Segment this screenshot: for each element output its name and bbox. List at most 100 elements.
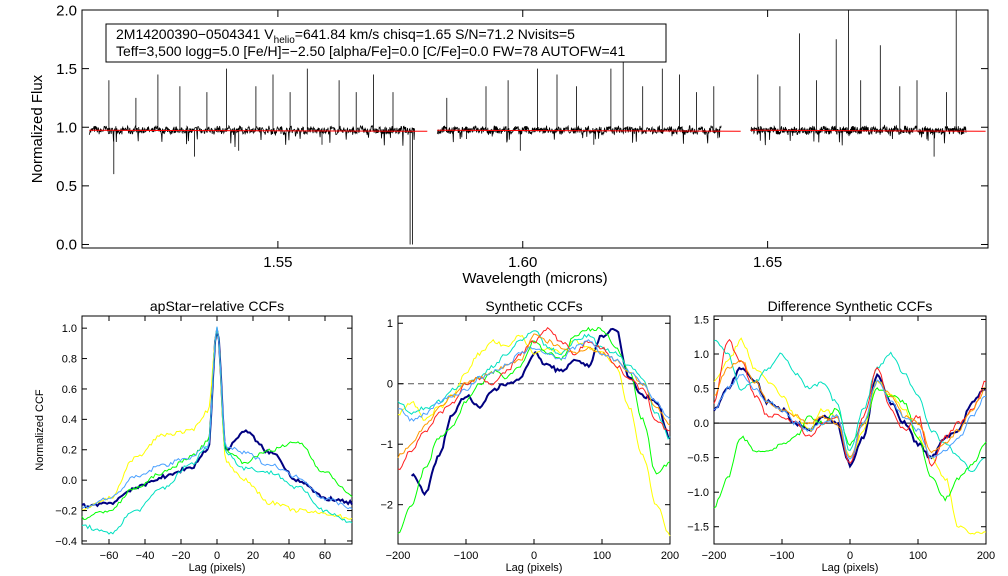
ccf2-x-tick-label: −200 bbox=[386, 550, 411, 562]
ccf2-x-tick-label: −100 bbox=[454, 550, 479, 562]
ccf2-x-axis-label: Lag (pixels) bbox=[506, 562, 563, 574]
ccf1-y-tick-label: 0.8 bbox=[62, 353, 77, 365]
ccf2-series-visit-5 bbox=[397, 326, 671, 471]
ccf1-data bbox=[81, 326, 353, 535]
spectrum-chip-1-flux bbox=[88, 68, 415, 245]
ccf1-series-visit-2 bbox=[81, 327, 353, 520]
ccf3-title: Difference Synthetic CCFs bbox=[768, 298, 933, 314]
ccf2-x-tick-label: 0 bbox=[531, 550, 537, 562]
ccf3-x-tick-label: 200 bbox=[977, 550, 995, 562]
spectrum-y-tick-label: 0.5 bbox=[56, 178, 77, 195]
ccf2-data bbox=[397, 326, 671, 537]
ccf1-y-tick-label: 1.0 bbox=[62, 323, 77, 335]
ccf1-series-visit-4 bbox=[81, 326, 353, 535]
ccf3-y-tick-label: 1.5 bbox=[694, 314, 709, 326]
ccf1-y-tick-label: 0.0 bbox=[62, 475, 77, 487]
ccf3-x-tick-label: −200 bbox=[702, 550, 727, 562]
ccf1-x-tick-label: 0 bbox=[214, 550, 220, 562]
ccf1-y-tick-label: −0.4 bbox=[55, 536, 77, 548]
ccf-panel-synthetic: Synthetic CCFs −200 −100 0 100 200 −2 −1 0 1 Lag… bbox=[380, 298, 679, 574]
ccf1-x-tick-label: 60 bbox=[319, 550, 331, 562]
ccf2-series-visit-7 bbox=[397, 339, 671, 422]
ccf1-y-tick-label: 0.6 bbox=[62, 384, 77, 396]
ccf1-x-tick-label: −20 bbox=[172, 550, 191, 562]
ccf3-series-visit-2 bbox=[713, 337, 987, 535]
ccf1-y-tick-label: 0.2 bbox=[62, 445, 77, 457]
ccf3-series-visit-7 bbox=[713, 373, 986, 460]
ccf2-series-visit-2 bbox=[397, 334, 671, 537]
ccf2-y-tick-label: 0 bbox=[387, 379, 393, 391]
spectrum-chip-2-flux bbox=[436, 51, 722, 151]
ccf2-series-visit-4 bbox=[397, 330, 671, 440]
ccf1-x-tick-label: −40 bbox=[136, 550, 155, 562]
spectrum-x-tick-label: 1.60 bbox=[508, 254, 537, 271]
ccf2-x-tick-label: 200 bbox=[661, 550, 679, 562]
ccf3-frame bbox=[713, 315, 987, 545]
info-line-1: 2M14200390−0504341 Vhelio=641.84 km/s ch… bbox=[116, 26, 575, 46]
spectrum-y-tick-label: 1.0 bbox=[56, 119, 77, 136]
spectrum-x-tick-label: 1.65 bbox=[753, 254, 782, 271]
info-box: 2M14200390−0504341 Vhelio=641.84 km/s ch… bbox=[105, 23, 667, 63]
ccf2-y-tick-label: −2 bbox=[380, 500, 393, 512]
info-box-frame bbox=[105, 23, 667, 63]
spectrum-y-axis-label: Normalized Flux bbox=[29, 74, 46, 183]
ccf2-frame bbox=[397, 315, 671, 545]
spectrum-y-tick-label: 0.0 bbox=[56, 237, 77, 254]
spectrum-frame bbox=[81, 9, 989, 249]
info-line-1-prefix: 2M14200390−0504341 V bbox=[116, 26, 274, 42]
ccf3-x-tick-label: 100 bbox=[909, 550, 927, 562]
spectrum-x-axis-label: Wavelength (microns) bbox=[462, 270, 607, 287]
ccf1-x-tick-label: 40 bbox=[283, 550, 295, 562]
ccf1-series-visit-1 bbox=[81, 329, 353, 509]
spectrum-y-tick-label: 2.0 bbox=[56, 2, 77, 19]
ccf3-y-tick-label: 1.0 bbox=[694, 349, 709, 361]
ccf1-axes: −60 −40 −20 0 20 40 60 −0.4 −0.2 0.0 0.2 0.4 0.6 0.8 1… bbox=[55, 316, 352, 562]
ccf1-x-axis-label: Lag (pixels) bbox=[189, 562, 246, 574]
ccf2-y-tick-label: 1 bbox=[387, 318, 393, 330]
info-line-1-sub: helio bbox=[274, 35, 296, 46]
spectrum-chip-3-model bbox=[750, 129, 986, 132]
ccf1-x-tick-label: −60 bbox=[100, 550, 119, 562]
ccf2-x-tick-label: 100 bbox=[593, 550, 611, 562]
ccf2-y-tick-label: −1 bbox=[380, 439, 393, 451]
ccf1-y-tick-label: −0.2 bbox=[55, 505, 77, 517]
spectrum-data bbox=[88, 10, 986, 245]
ccf2-title: Synthetic CCFs bbox=[485, 298, 582, 314]
ccf1-series-visit-5 bbox=[81, 326, 353, 510]
ccf1-frame bbox=[81, 315, 353, 545]
ccf3-x-tick-label: 0 bbox=[847, 550, 853, 562]
ccf3-series-visit-4 bbox=[713, 339, 987, 473]
ccf3-y-tick-label: −1.5 bbox=[687, 522, 709, 534]
ccf1-title: apStar−relative CCFs bbox=[150, 298, 284, 314]
ccf3-y-tick-label: −0.5 bbox=[687, 452, 709, 464]
ccf3-y-tick-label: 0.0 bbox=[694, 418, 709, 430]
info-line-2: Teff=3,500 logg=5.0 [Fe/H]=−2.50 [alpha/… bbox=[116, 43, 625, 59]
ccf2-axes: −200 −100 0 100 200 −2 −1 0 1 bbox=[380, 316, 679, 562]
ccf3-series-visit-3 bbox=[713, 387, 987, 509]
spectrum-x-tick-label: 1.55 bbox=[263, 254, 292, 271]
ccf3-x-axis-label: Lag (pixels) bbox=[822, 562, 879, 574]
spectrum-chip-3-flux bbox=[750, 10, 967, 157]
ccf3-series-visit-5 bbox=[713, 338, 987, 467]
ccf1-y-tick-label: 0.4 bbox=[62, 414, 77, 426]
info-line-1-suffix: =641.84 km/s chisq=1.65 S/N=71.2 Nvisits… bbox=[295, 26, 575, 42]
ccf2-series-visit-3 bbox=[397, 326, 671, 534]
ccf3-y-tick-label: 0.5 bbox=[694, 383, 709, 395]
ccf1-y-axis-label: Normalized CCF bbox=[34, 389, 46, 471]
ccf3-x-tick-label: −100 bbox=[770, 550, 795, 562]
spectrum-chip-1-model bbox=[89, 129, 428, 132]
ccf3-axes: −200 −100 0 100 200 −1.5 −1.0 −0.5 0.0 0.5 1.0 1.5 bbox=[687, 314, 995, 562]
ccf1-x-tick-label: 20 bbox=[247, 550, 259, 562]
spectrum-axes: 1.55 1.60 1.65 0.0 0.5 1.0 1.5 2.0 bbox=[56, 2, 988, 271]
ccf3-y-tick-label: −1.0 bbox=[687, 487, 709, 499]
spectrum-chip-2-model bbox=[437, 129, 741, 132]
spectrum-panel: 1.55 1.60 1.65 0.0 0.5 1.0 1.5 2.0 2M14200390−0… bbox=[29, 2, 989, 287]
ccf-panel-difference: Difference Synthetic CCFs −200 −100 0 100 20… bbox=[687, 298, 995, 574]
ccf2-series-visit-1 bbox=[410, 327, 671, 497]
ccf-panel-apstar: apStar−relative CCFs −60 −40 −20 0 20 40 60 −0.… bbox=[34, 298, 353, 574]
ccf3-data bbox=[713, 337, 987, 535]
spectrum-y-tick-label: 1.5 bbox=[56, 61, 77, 78]
ccf1-series-visit-3 bbox=[81, 328, 353, 521]
ccf3-series-visit-6 bbox=[713, 359, 987, 458]
